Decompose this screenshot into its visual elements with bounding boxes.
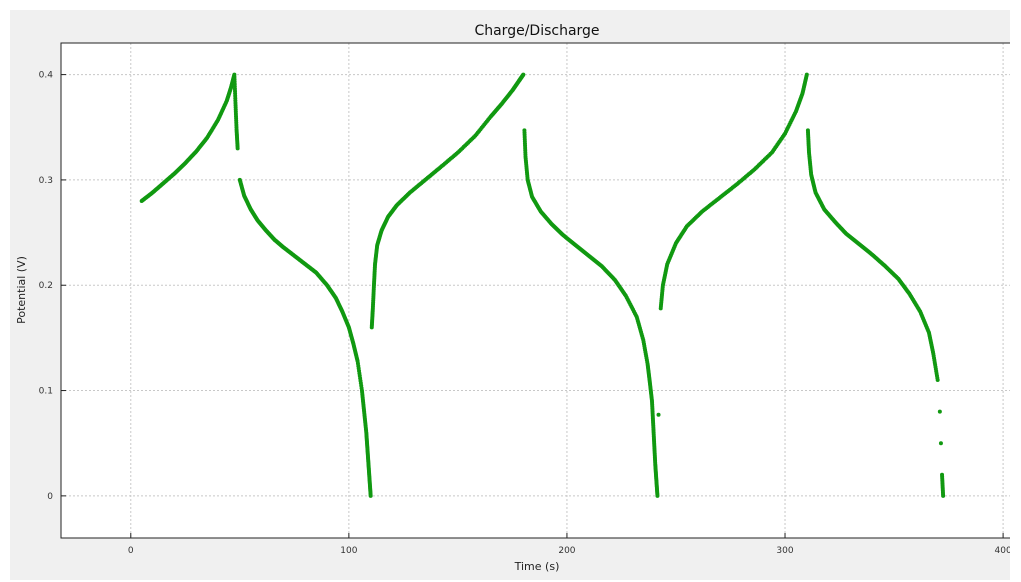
x-tick-label: 400 <box>995 546 1010 556</box>
x-tick-label: 0 <box>128 546 134 556</box>
data-point <box>804 72 809 77</box>
data-point <box>655 493 660 498</box>
chart-panel: 0 100 200 300 400 0 0.1 0.2 0.3 0.4 Charge/Discha… <box>10 10 1010 580</box>
data-series <box>139 72 946 498</box>
data-point <box>656 412 661 417</box>
y-tick-label: 0.1 <box>39 387 53 397</box>
y-axis-title: Potential (V) <box>15 256 28 324</box>
data-point <box>941 493 946 498</box>
grid <box>61 43 1010 538</box>
data-point <box>521 72 526 77</box>
data-point <box>368 493 373 498</box>
x-tick-label: 200 <box>558 546 575 556</box>
x-axis-title: Time (s) <box>514 560 560 573</box>
data-point <box>937 409 942 414</box>
chart: 0 100 200 300 400 0 0.1 0.2 0.3 0.4 Charge/Discha… <box>15 23 1010 573</box>
y-tick-label: 0.3 <box>39 176 53 186</box>
x-tick-label: 300 <box>776 546 793 556</box>
y-tick-label: 0 <box>47 492 53 502</box>
y-tick-label: 0.4 <box>39 71 54 81</box>
data-point <box>935 378 940 383</box>
data-point <box>938 441 943 446</box>
ticks: 0 100 200 300 400 0 0.1 0.2 0.3 0.4 <box>39 71 1010 556</box>
plot-frame <box>60 42 1010 539</box>
chart-title: Charge/Discharge <box>474 23 599 39</box>
y-tick-label: 0.2 <box>39 281 53 291</box>
x-tick-label: 100 <box>340 546 357 556</box>
plot-area <box>61 43 1010 538</box>
data-point <box>235 146 240 151</box>
